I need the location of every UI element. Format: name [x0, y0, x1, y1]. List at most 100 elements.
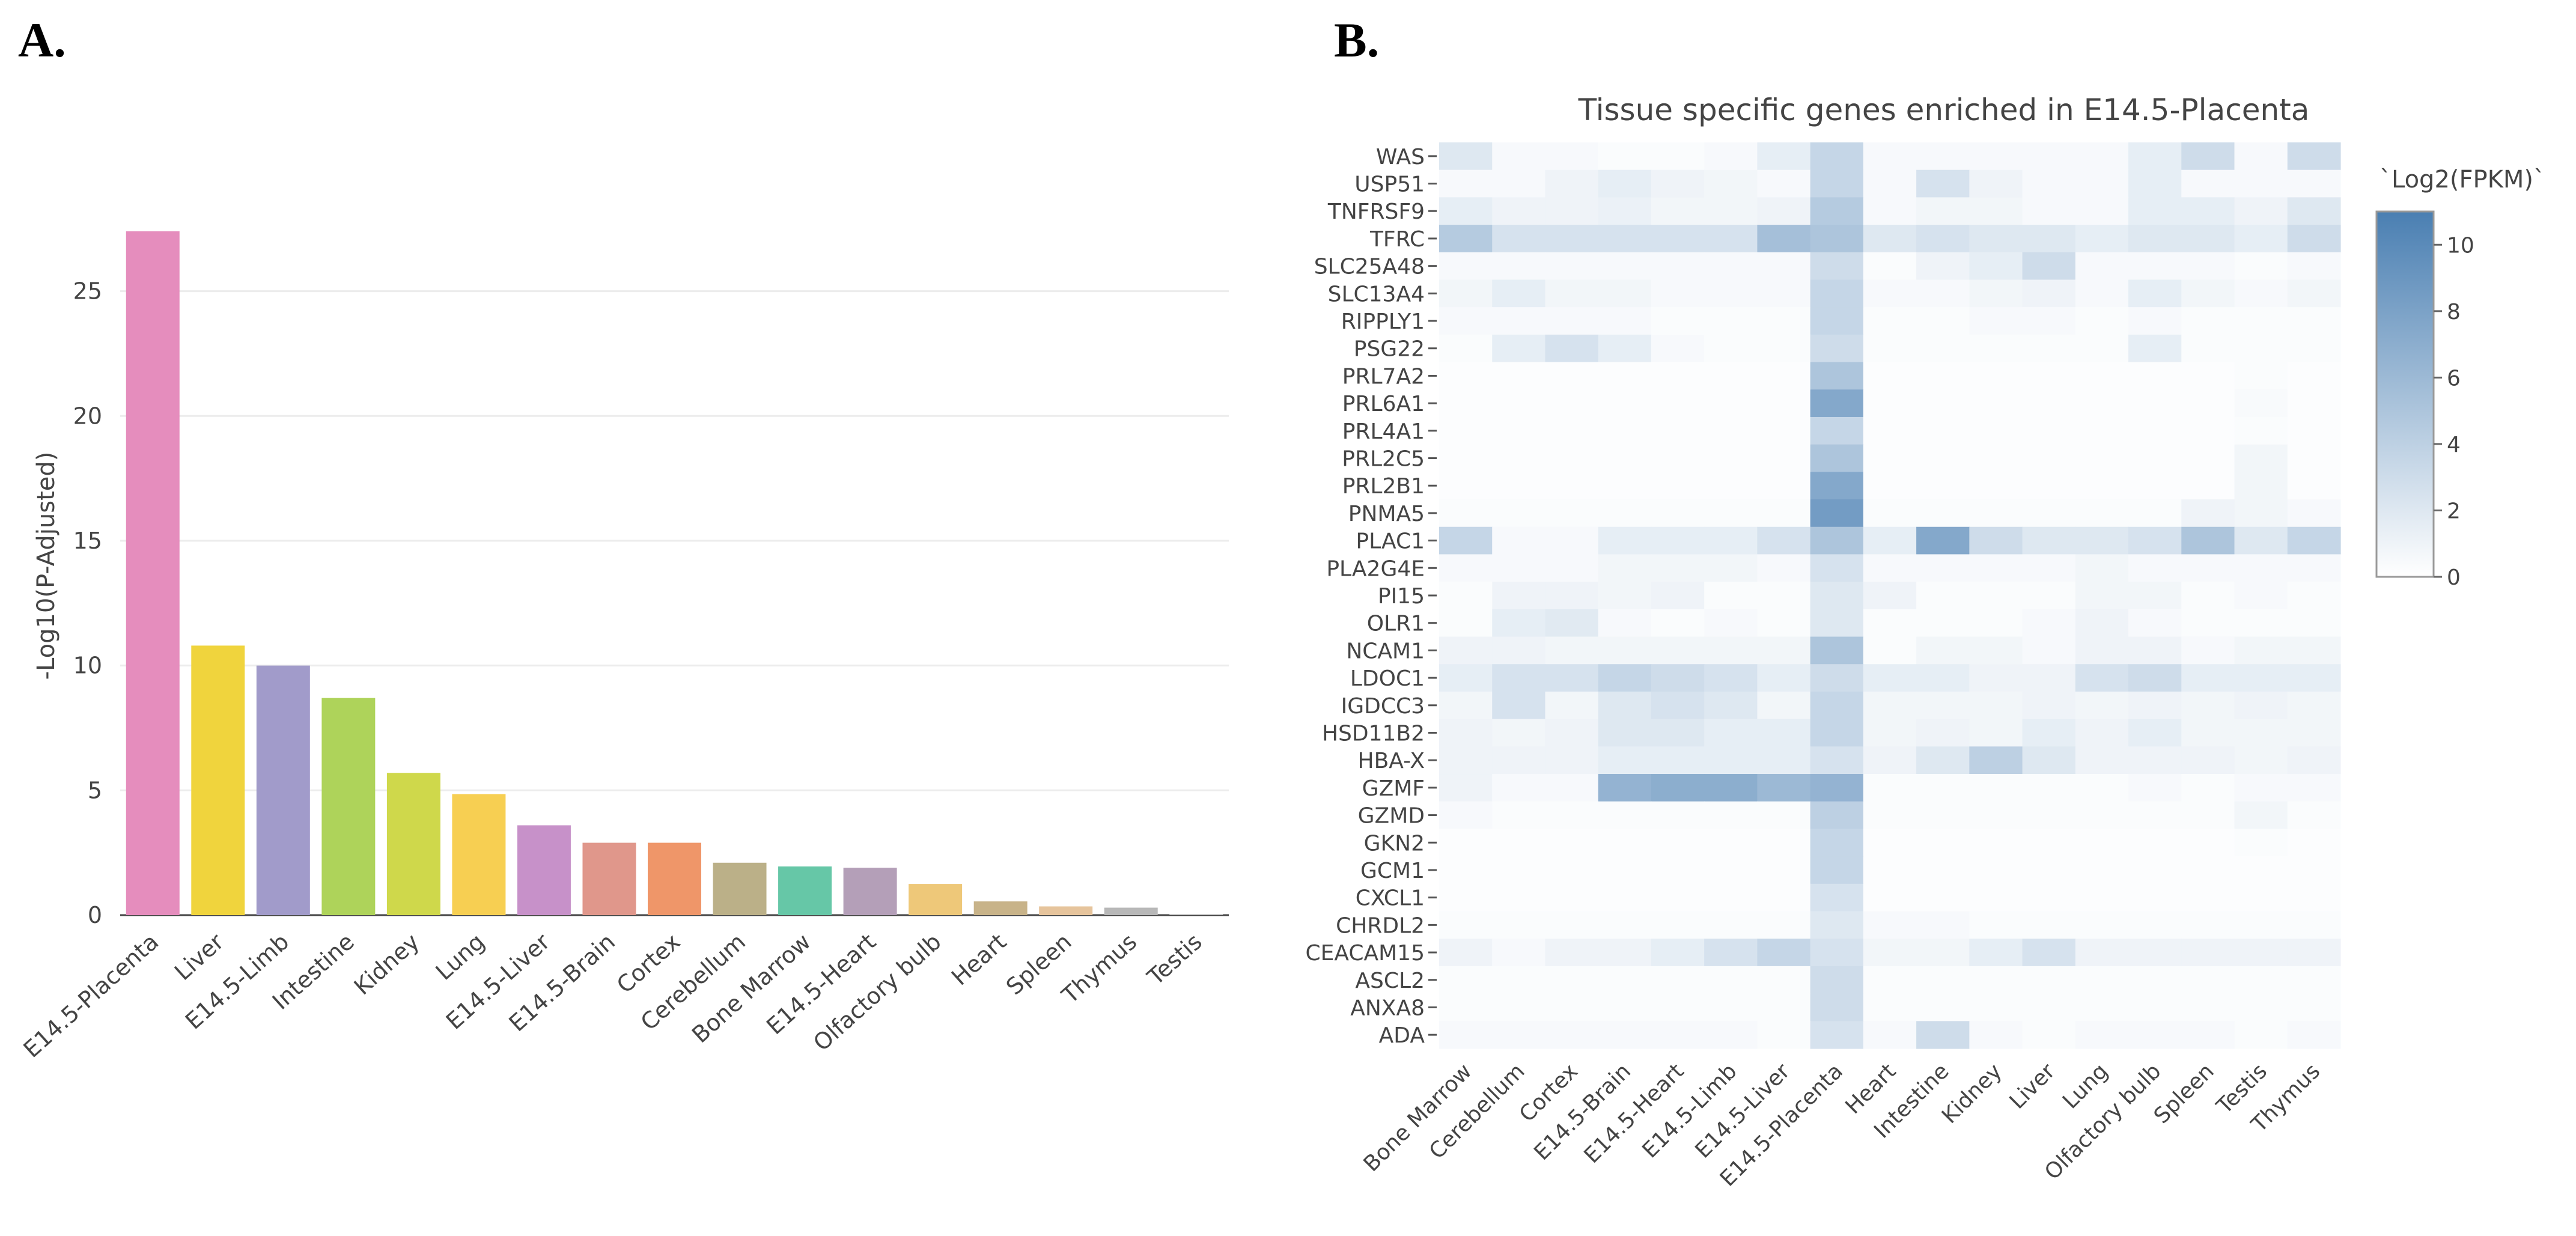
heatmap-cell: [2234, 444, 2288, 472]
heatmap-cell: [1651, 582, 1705, 610]
heatmap-cell: [1969, 444, 2023, 472]
heatmap-cell: [2128, 582, 2182, 610]
heatmap-cell: [1439, 554, 1493, 582]
heatmap-cell: [1916, 472, 1970, 500]
heatmap-cell: [2075, 252, 2129, 281]
heatmap-cell: [2075, 362, 2129, 390]
heatmap-cell: [1916, 444, 1970, 472]
heatmap-cell: [1810, 691, 1864, 720]
heatmap-cell: [1545, 719, 1599, 747]
heatmap-cell: [1439, 472, 1493, 500]
heatmap-cell: [1598, 746, 1652, 775]
heatmap-cell: [1810, 279, 1864, 308]
heatmap-cell: [1704, 362, 1758, 390]
heatmap-cell: [1545, 169, 1599, 198]
heatmap-cell: [1969, 389, 2023, 418]
heatmap-cell: [2128, 334, 2182, 363]
bar: [126, 231, 180, 916]
heatmap-cell: [2234, 279, 2288, 308]
heatmap-cell: [1598, 169, 1652, 198]
heatmap-cell: [1545, 636, 1599, 665]
heatmap-cell: [1492, 362, 1546, 390]
gene-label: NCAM1: [1346, 639, 1425, 663]
heatmap-cell: [1598, 691, 1652, 720]
heatmap-cell: [1439, 1021, 1493, 1049]
heatmap-cell: [2287, 197, 2341, 225]
heatmap-cell: [1492, 774, 1546, 802]
heatmap-cell: [2234, 883, 2288, 912]
heatmap-cell: [2022, 1021, 2076, 1049]
gene-label: PRL2C5: [1342, 447, 1425, 472]
heatmap-cell: [1704, 801, 1758, 830]
gene-label: SLC13A4: [1328, 282, 1425, 306]
heatmap-cell: [1704, 746, 1758, 775]
gene-label: PLAC1: [1356, 529, 1425, 554]
heatmap-cell: [1598, 197, 1652, 225]
heatmap-cell: [1916, 993, 1970, 1021]
heatmap-cell: [2022, 142, 2076, 171]
heatmap-cell: [1863, 746, 1917, 775]
heatmap-cell: [1651, 691, 1705, 720]
bar: [648, 842, 701, 915]
heatmap-cell: [1810, 225, 1864, 253]
heatmap-cell: [2234, 719, 2288, 747]
bar: [843, 868, 897, 915]
heatmap-cell: [1704, 142, 1758, 171]
heatmap-cell: [1969, 746, 2023, 775]
colorbar-tick-label: 6: [2447, 366, 2461, 391]
heatmap-cell: [1969, 472, 2023, 500]
heatmap-cell: [1492, 169, 1546, 198]
heatmap-cell: [1916, 856, 1970, 884]
heatmap-cell: [2075, 334, 2129, 363]
heatmap-cell: [1545, 554, 1599, 582]
heatmap-cell: [1969, 664, 2023, 692]
heatmap-cell: [1757, 472, 1811, 500]
heatmap-cell: [1439, 801, 1493, 830]
heatmap-cell: [1545, 334, 1599, 363]
heatmap-cell: [1810, 939, 1864, 967]
heatmap-cell: [2022, 499, 2076, 528]
heatmap-cell: [1545, 856, 1599, 884]
heatmap-cell: [2128, 993, 2182, 1021]
heatmap-cell: [1757, 225, 1811, 253]
heatmap-cell: [1492, 142, 1546, 171]
heatmap-cell: [1863, 197, 1917, 225]
heatmap-cell: [2287, 142, 2341, 171]
heatmap-cell: [1651, 334, 1705, 363]
heatmap-cell: [2234, 774, 2288, 802]
heatmap-cell: [2287, 993, 2341, 1021]
heatmap-cell: [1492, 554, 1546, 582]
heatmap-cell: [2075, 829, 2129, 857]
y-tick-label: 10: [73, 653, 102, 679]
heatmap-cell: [1969, 774, 2023, 802]
heatmap-cell: [1545, 801, 1599, 830]
heatmap-cell: [1863, 279, 1917, 308]
heatmap-cell: [1757, 636, 1811, 665]
heatmap-cell: [2181, 499, 2235, 528]
heatmap-cell: [1492, 664, 1546, 692]
heatmap-cell: [1651, 416, 1705, 445]
heatmap-cell: [2234, 829, 2288, 857]
heatmap-cell: [2234, 691, 2288, 720]
heatmap-cell: [1545, 472, 1599, 500]
heatmap-cell: [2075, 856, 2129, 884]
heatmap-cell: [1757, 252, 1811, 281]
heatmap-cell: [1598, 719, 1652, 747]
gene-label: IGDCC3: [1341, 694, 1425, 719]
heatmap-cell: [1598, 416, 1652, 445]
heatmap-cell: [2128, 746, 2182, 775]
heatmap-cell: [1651, 499, 1705, 528]
gene-label: GKN2: [1364, 831, 1425, 856]
heatmap-cell: [2181, 966, 2235, 994]
heatmap-cell: [1492, 911, 1546, 939]
heatmap-cell: [1916, 966, 1970, 994]
heatmap-cell: [1545, 829, 1599, 857]
heatmap-cell: [2022, 554, 2076, 582]
heatmap-cell: [1545, 362, 1599, 390]
heatmap-cell: [2128, 829, 2182, 857]
heatmap-cell: [1545, 142, 1599, 171]
heatmap-cell: [2075, 883, 2129, 912]
heatmap-cell: [1969, 609, 2023, 638]
colorbar-tick-label: 2: [2447, 499, 2461, 523]
heatmap-cell: [1492, 966, 1546, 994]
